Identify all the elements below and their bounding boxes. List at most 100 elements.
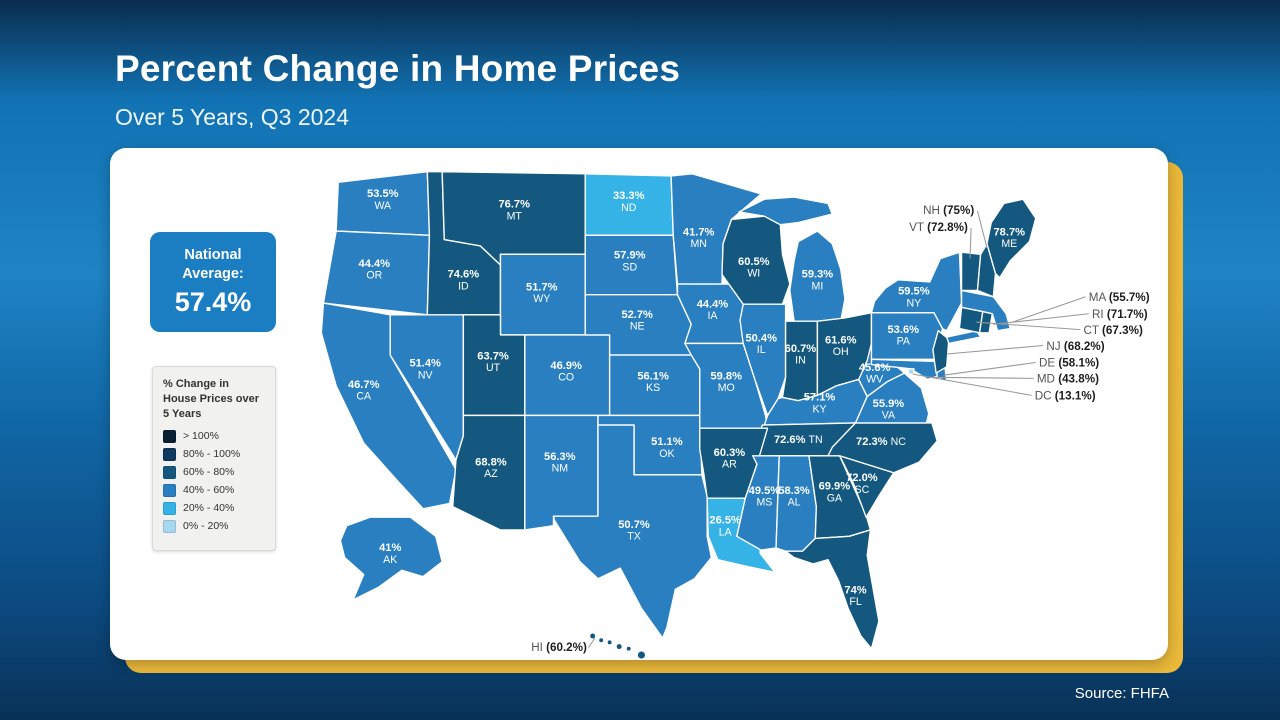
callout-label-ma: MA (55.7%): [1089, 291, 1150, 304]
state-shape-me: [986, 198, 1037, 279]
callout-label-ri: RI (71.7%): [1092, 308, 1148, 321]
callout-label-de: DE (58.1%): [1039, 357, 1099, 370]
callout-line-de: [943, 361, 1036, 376]
state-label-nm: 56.3% NM: [544, 451, 576, 475]
state-label-ok: 51.1% OK: [651, 436, 683, 460]
state-label-ny: 59.5% NY: [898, 286, 930, 310]
us-choropleth-map: 53.5% WA 44.4% OR 46.7% CA 51.4% NV 74.6% ID 76.7%…: [320, 170, 1150, 660]
legend-title: % Change in House Prices over 5 Years: [163, 378, 259, 420]
page-title: Percent Change in Home Prices: [115, 48, 681, 89]
state-label-wy: 51.7% WY: [526, 281, 558, 305]
callout-label-dc: DC (13.1%): [1035, 390, 1096, 403]
legend-swatch: [163, 429, 176, 443]
state-shape-ak: [339, 516, 443, 601]
state-label-al: 58.3% AL: [778, 485, 810, 509]
callout-label-nj: NJ (68.2%): [1046, 340, 1104, 353]
source-attribution: Source: FHFA: [1074, 685, 1169, 702]
state-label-ak: 41% AK: [379, 542, 401, 566]
callout-label-ct: CT (67.3%): [1083, 324, 1143, 337]
callout-line-ct: [976, 321, 1081, 331]
state-shape-wi: [721, 215, 791, 305]
state-shape-hi: [625, 645, 633, 653]
state-label-il: 50.4% IL: [745, 332, 777, 356]
state-label-ks: 56.1% KS: [637, 370, 669, 394]
callout-label-vt: VT (72.8%): [909, 221, 968, 234]
state-shape-mi: [789, 230, 846, 322]
callout-line-md: [929, 376, 1034, 379]
callout-line-vt: [969, 227, 972, 259]
legend-item-label: 0% - 20%: [183, 520, 229, 533]
national-average-callout: National Average: 57.4%: [150, 232, 276, 332]
state-label-az: 68.8% AZ: [475, 456, 507, 480]
state-label-me: 78.7% ME: [994, 226, 1026, 250]
callout-line-dc: [912, 373, 1032, 396]
state-label-tn: 72.6% TN: [774, 434, 823, 446]
state-label-oh: 61.6% OH: [825, 334, 857, 358]
state-label-mi: 59.3% MI: [802, 269, 834, 293]
state-label-in: 60.7% IN: [785, 343, 817, 367]
state-shape-fl: [784, 529, 880, 650]
legend-item-label: > 100%: [183, 430, 219, 443]
national-average-value: 57.4%: [174, 287, 252, 318]
state-label-nd: 33.3% ND: [613, 190, 645, 214]
state-shape-nc: [827, 422, 938, 474]
legend-item-label: 40% - 60%: [183, 484, 235, 497]
states-layer: [320, 170, 1037, 660]
state-label-ga: 69.9% GA: [819, 481, 851, 505]
legend-swatch: [163, 519, 176, 533]
state-label-va: 55.9% VA: [873, 398, 905, 422]
state-shape-tx: [552, 424, 713, 639]
state-label-nv: 51.4% NV: [409, 358, 441, 382]
callout-line-nj: [946, 344, 1044, 355]
state-shape-mi: [738, 196, 833, 226]
map-card: 53.5% WA 44.4% OR 46.7% CA 51.4% NV 74.6% ID 76.7%…: [110, 148, 1168, 660]
callout-line-ri: [993, 313, 1089, 325]
state-label-ia: 44.4% IA: [697, 298, 729, 322]
state-shape-hi: [597, 636, 605, 644]
legend-item: 60% - 80%: [163, 465, 265, 479]
callout-labels-layer: NH (75%) VT (72.8%) MA (55.7%) RI (71.7%…: [531, 204, 1150, 654]
legend-item: 80% - 100%: [163, 447, 265, 461]
callout-line-nh: [976, 210, 988, 249]
state-label-wa: 53.5% WA: [367, 188, 399, 212]
state-label-ne: 52.7% NE: [621, 309, 653, 333]
callout-leader-lines: [587, 210, 1089, 648]
legend-item: > 100%: [163, 429, 265, 443]
legend-item: 0% - 20%: [163, 519, 265, 533]
state-label-ca: 46.7% CA: [348, 379, 380, 403]
state-label-mo: 59.8% MO: [710, 370, 742, 394]
state-shape-ny: [946, 329, 982, 345]
state-labels-layer: 53.5% WA 44.4% OR 46.7% CA 51.4% NV 74.6% ID 76.7%…: [348, 188, 1025, 608]
legend-swatch: [163, 501, 176, 515]
legend-item: 40% - 60%: [163, 483, 265, 497]
callout-line-hi: [587, 637, 596, 648]
map-legend: % Change in House Prices over 5 Years > …: [152, 366, 276, 551]
legend-item-label: 20% - 40%: [183, 502, 235, 515]
state-label-mn: 41.7% MN: [683, 226, 715, 250]
state-label-fl: 74% FL: [844, 585, 866, 609]
state-label-wv: 45.6% WV: [859, 362, 891, 386]
state-label-id: 74.6% ID: [448, 269, 480, 293]
state-label-wi: 60.5% WI: [738, 256, 770, 280]
state-shape-dc: [907, 368, 915, 375]
state-shape-ny: [870, 251, 963, 332]
legend-item: 20% - 40%: [163, 501, 265, 515]
legend-items: > 100% 80% - 100% 60% - 80% 40% - 60% 20% - …: [163, 429, 265, 533]
legend-item-label: 80% - 100%: [183, 448, 241, 461]
state-label-ar: 60.3% AR: [714, 447, 746, 471]
state-shape-hi: [606, 638, 613, 646]
state-shape-hi: [615, 642, 624, 651]
state-shape-hi: [588, 632, 597, 640]
state-label-ms: 49.5% MS: [749, 485, 781, 509]
state-shape-ma: [960, 289, 1012, 332]
legend-swatch: [163, 483, 176, 497]
state-label-sc: 72.0% SC: [846, 472, 878, 496]
state-label-co: 46.9% CO: [550, 360, 582, 384]
state-label-pa: 53.6% PA: [888, 324, 920, 348]
legend-swatch: [163, 447, 176, 461]
state-label-sd: 57.9% SD: [614, 250, 646, 274]
state-label-tx: 50.7% TX: [618, 519, 650, 543]
state-label-nc: 72.3% NC: [856, 436, 906, 448]
page-subtitle: Over 5 Years, Q3 2024: [115, 104, 349, 130]
